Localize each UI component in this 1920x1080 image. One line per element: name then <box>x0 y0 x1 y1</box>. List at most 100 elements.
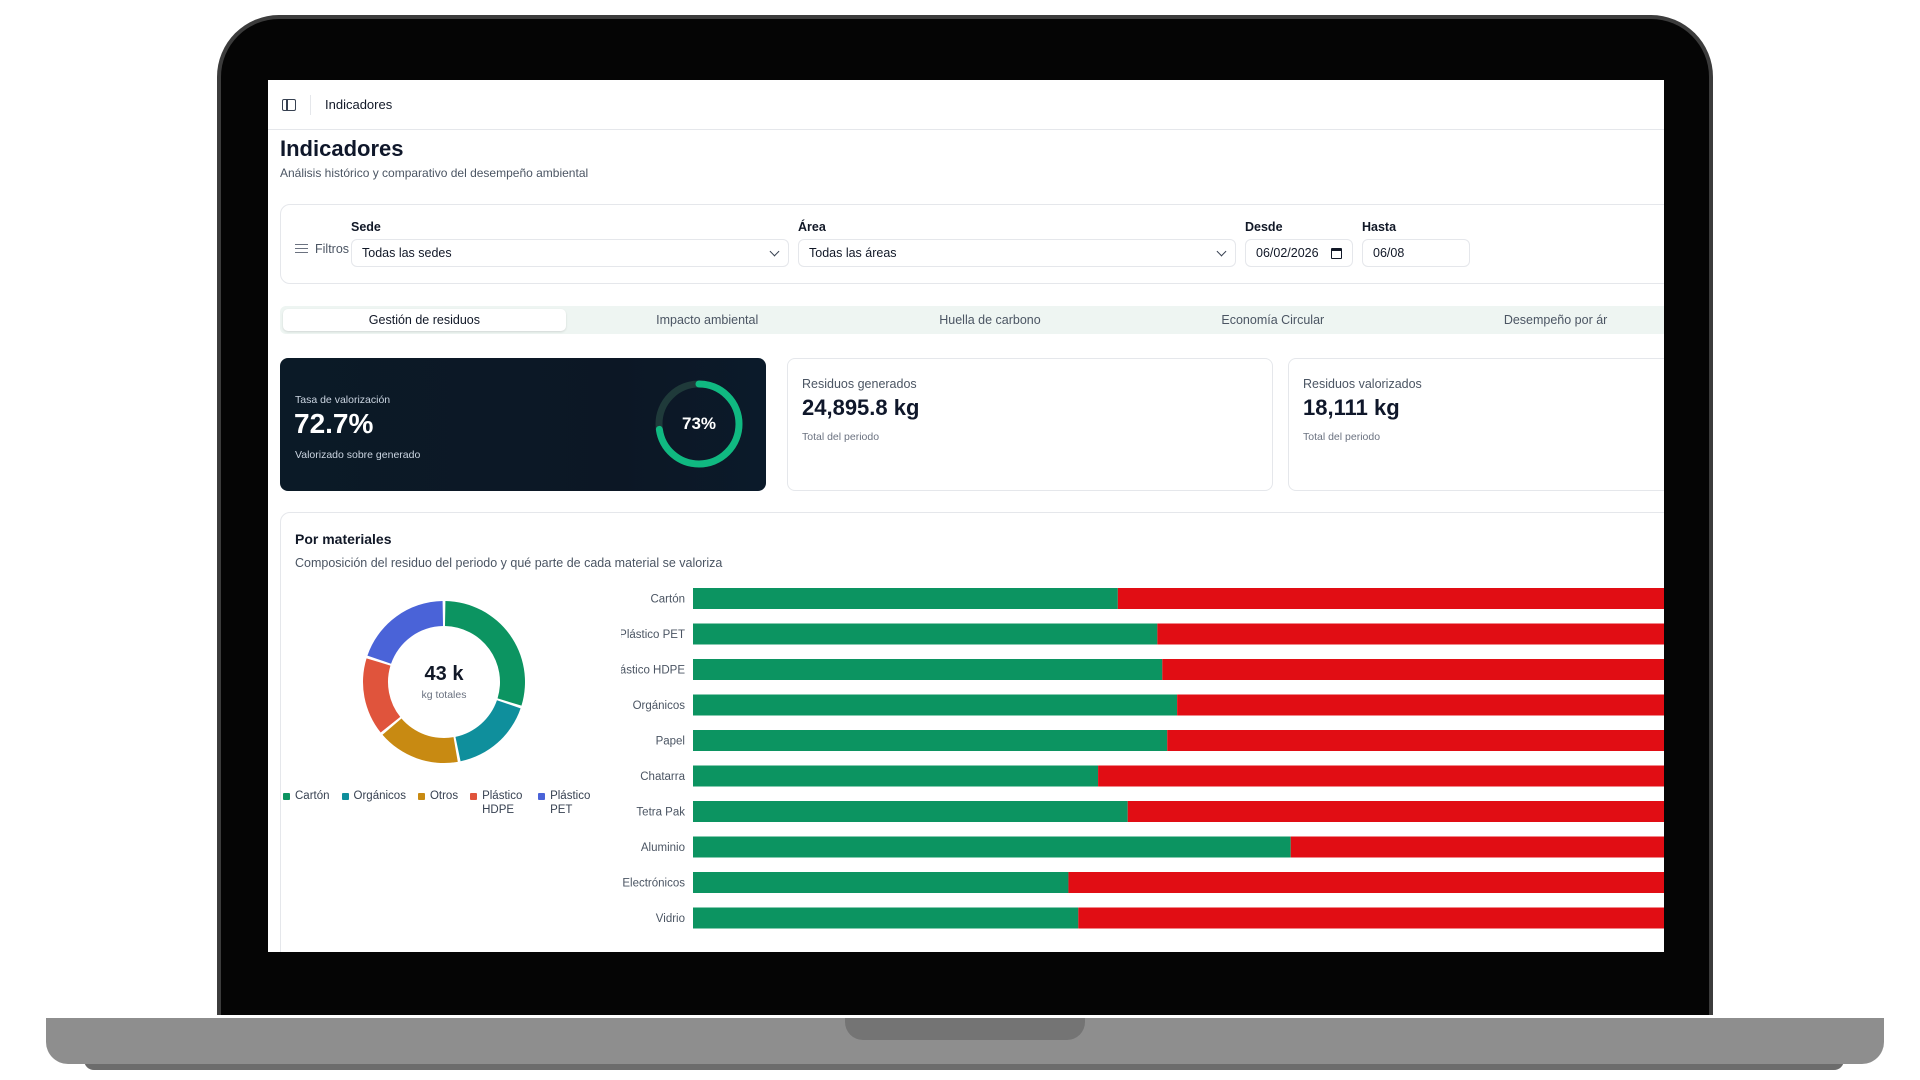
kpi-generated-value: 24,895.8 kg <box>802 395 920 420</box>
kpi-rate-value: 72.7% <box>294 408 374 439</box>
bar-category-label: Chatarra <box>640 771 685 783</box>
bar-category-label: Electrónicos <box>622 878 685 890</box>
bar-segment-valorizado[interactable] <box>693 659 1163 680</box>
bar-segment-no-valorizado[interactable] <box>1162 659 1664 680</box>
kpi-valorized-value: 18,111 kg <box>1303 395 1400 420</box>
laptop-notch <box>845 1018 1085 1040</box>
tab-impacto-ambiental[interactable]: Impacto ambiental <box>656 313 759 327</box>
legend-item: Plástico HDPE <box>470 789 526 817</box>
bar-category-label: Plástico PET <box>621 629 685 641</box>
kpi-valorized-sub: Total del periodo <box>1303 431 1381 443</box>
legend-item: Orgánicos <box>341 789 406 803</box>
tab-desempeno-area[interactable]: Desempeño por ár <box>1503 313 1608 327</box>
legend-item: Otros <box>417 789 459 803</box>
area-select[interactable]: Todas las áreas <box>798 239 1236 267</box>
page-subtitle: Análisis histórico y comparativo del des… <box>280 166 589 180</box>
bar-category-label: Tetra Pak <box>636 807 685 819</box>
hasta-label: Hasta <box>1362 220 1397 234</box>
kpi-generated: Residuos generados 24,895.8 kg Total del… <box>787 358 1273 491</box>
kpi-valorized: Residuos valorizados 18,111 kg Total del… <box>1288 358 1664 491</box>
legend-swatch <box>283 793 290 800</box>
bar-segment-valorizado[interactable] <box>693 588 1118 609</box>
sede-value: Todas las sedes <box>362 246 452 260</box>
sliders-icon <box>295 244 308 254</box>
donut-slice-plástico-pet[interactable] <box>367 601 444 664</box>
donut-slice-orgánicos[interactable] <box>455 700 521 762</box>
desde-value: 06/02/2026 <box>1256 246 1319 260</box>
donut-slice-otros[interactable] <box>382 718 458 763</box>
topbar-divider <box>310 94 311 115</box>
sede-label: Sede <box>351 220 381 234</box>
bar-category-label: Papel <box>656 736 685 748</box>
hasta-date-input[interactable]: 06/08 <box>1362 239 1470 267</box>
area-value: Todas las áreas <box>809 246 897 260</box>
filters-bar: Filtros Sede Todas las sedes Área Todas … <box>280 204 1664 284</box>
bar-segment-no-valorizado[interactable] <box>1177 694 1664 716</box>
legend-item: Plástico PET <box>538 789 594 817</box>
tab-huella-carbono[interactable]: Huella de carbono <box>939 313 1041 327</box>
bar-category-label: Plástico HDPE <box>621 665 685 677</box>
bar-segment-valorizado[interactable] <box>693 907 1079 929</box>
kpi-generated-sub: Total del periodo <box>802 431 880 443</box>
bar-segment-valorizado[interactable] <box>693 623 1158 645</box>
materials-donut-chart <box>363 601 525 763</box>
legend-swatch <box>470 793 478 800</box>
legend-swatch <box>538 793 546 800</box>
kpi-valorized-label: Residuos valorizados <box>1303 377 1422 391</box>
bar-segment-no-valorizado[interactable] <box>1117 588 1664 609</box>
bar-segment-no-valorizado[interactable] <box>1098 765 1664 787</box>
kpi-rate-label: Tasa de valorización <box>295 394 391 406</box>
ring-fill <box>655 380 743 468</box>
donut-total-label: kg totales <box>421 689 467 701</box>
filters-text: Filtros <box>315 242 350 256</box>
laptop-base-shadow <box>84 1060 1844 1070</box>
tab-gestion-residuos[interactable]: Gestión de residuos <box>283 309 566 331</box>
bar-segment-no-valorizado[interactable] <box>1068 872 1664 893</box>
bar-segment-valorizado[interactable] <box>693 801 1128 822</box>
bar-category-label: Vidrio <box>656 913 685 925</box>
tab-bar: Gestión de residuos Impacto ambiental Hu… <box>280 306 1664 334</box>
ring-percentage: 73% <box>681 414 717 433</box>
bar-segment-no-valorizado[interactable] <box>1127 801 1664 822</box>
materials-stacked-bar-chart: Cartón Plástico PET Plástico HDPE Orgánicos… <box>621 588 1664 929</box>
app-screen: Indicadores Indicadores Análisis históri… <box>268 80 1664 952</box>
tab-economia-circular[interactable]: Economía Circular <box>1221 313 1325 327</box>
legend-item: Cartón <box>283 789 330 803</box>
legend-label: Plástico PET <box>550 790 591 816</box>
materials-panel: Por materiales Composición del residuo d… <box>280 512 1664 952</box>
sede-select[interactable]: Todas las sedes <box>351 239 789 267</box>
bar-segment-no-valorizado[interactable] <box>1157 623 1664 645</box>
sidebar-toggle-icon[interactable] <box>282 98 296 111</box>
area-label: Área <box>798 220 826 234</box>
bar-segment-valorizado[interactable] <box>693 872 1069 893</box>
bar-segment-no-valorizado[interactable] <box>1167 730 1664 751</box>
filters-label: Filtros <box>295 242 349 256</box>
calendar-icon[interactable] <box>1331 247 1342 259</box>
rate-progress-ring <box>655 380 743 468</box>
topbar: Indicadores <box>268 80 1664 130</box>
bar-segment-valorizado[interactable] <box>693 765 1099 787</box>
legend-label: Orgánicos <box>353 790 406 802</box>
bar-segment-no-valorizado[interactable] <box>1290 836 1664 858</box>
legend-label: Cartón <box>295 790 330 802</box>
chevron-down-icon <box>1216 246 1227 256</box>
donut-legend: Cartón Orgánicos Otros Plástico HDPE Plástic… <box>283 789 623 817</box>
desde-date-input[interactable]: 06/02/2026 <box>1245 239 1353 267</box>
bar-segment-valorizado[interactable] <box>693 694 1178 716</box>
bar-category-label: Aluminio <box>641 842 685 854</box>
kpi-rate-sub: Valorizado sobre generado <box>295 449 421 461</box>
bar-category-label: Cartón <box>650 594 685 606</box>
bar-segment-no-valorizado[interactable] <box>1078 907 1664 929</box>
legend-swatch <box>341 793 349 800</box>
bar-segment-valorizado[interactable] <box>693 836 1291 858</box>
bar-segment-valorizado[interactable] <box>693 730 1168 751</box>
bar-category-label: Orgánicos <box>633 700 686 712</box>
materials-title: Por materiales <box>295 531 392 547</box>
desde-label: Desde <box>1245 220 1283 234</box>
kpi-generated-label: Residuos generados <box>802 377 917 391</box>
donut-slice-cartón[interactable] <box>444 601 525 706</box>
legend-label: Otros <box>429 790 459 802</box>
donut-center: 43 k kg totales <box>361 599 527 765</box>
legend-swatch <box>417 793 425 800</box>
donut-slice-plástico-hdpe[interactable] <box>363 658 401 733</box>
